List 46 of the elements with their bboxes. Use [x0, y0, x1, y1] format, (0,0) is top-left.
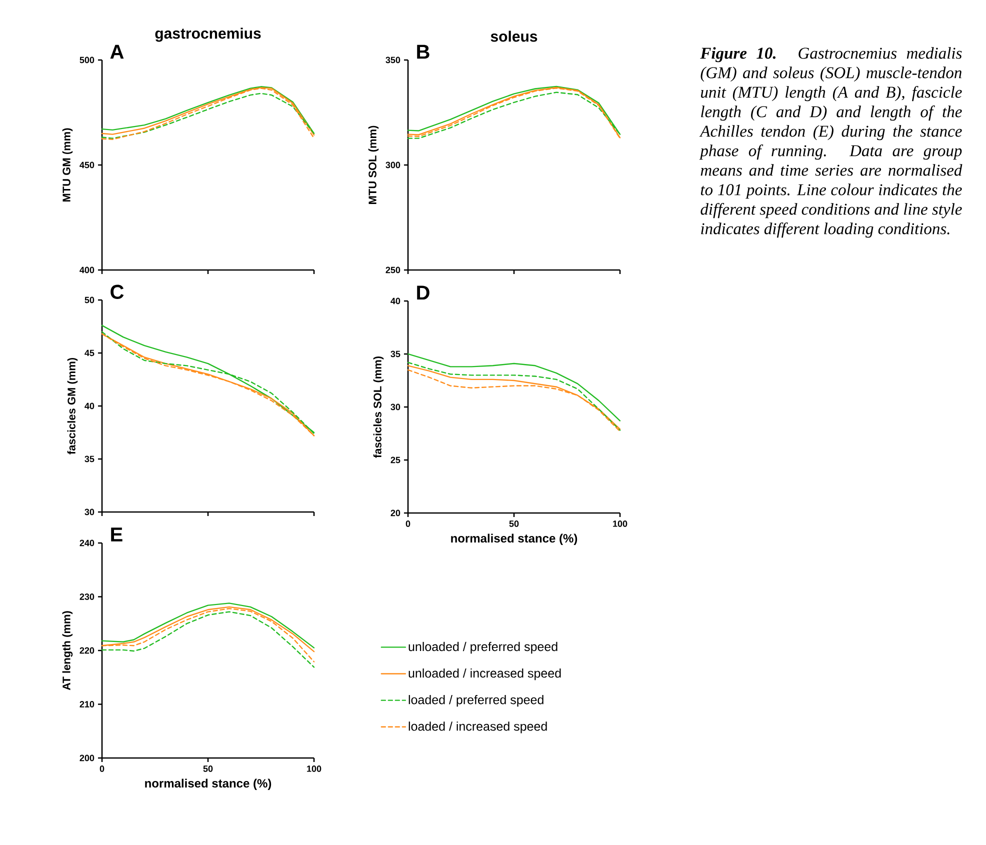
y-axis-title: MTU SOL (mm) — [368, 126, 379, 204]
y-tick-label: 450 — [80, 162, 94, 168]
y-tick-label: 350 — [386, 56, 400, 64]
y-tick-label: 30 — [390, 404, 400, 410]
y-tick-label: 30 — [84, 508, 94, 516]
y-tick-label: 500 — [80, 56, 94, 64]
y-tick-label: 200 — [80, 754, 94, 762]
y-tick-label: 300 — [386, 162, 400, 168]
y-axis-title: fascicles GM (mm) — [67, 358, 78, 454]
chart-subtitle: gastrocnemius — [155, 28, 261, 42]
y-tick-label: 400 — [80, 266, 94, 274]
x-axis-title: normalised stance (%) — [145, 778, 272, 790]
legend-label: unloaded / increased speed — [408, 668, 561, 680]
chart-title: E — [111, 528, 122, 542]
y-tick-label: 210 — [80, 701, 94, 708]
y-tick-label: 50 — [84, 296, 94, 304]
legend-label: unloaded / preferred speed — [408, 642, 558, 654]
x-tick-label: 100 — [307, 766, 322, 772]
y-axis-title: fascicles SOL (mm) — [373, 356, 384, 458]
y-tick-label: 35 — [84, 456, 94, 462]
x-tick-label: 50 — [509, 520, 519, 527]
x-tick-label: 100 — [613, 520, 628, 527]
legend-label: loaded / increased speed — [408, 722, 547, 734]
text: Figure 10. Gastrocnemius medialis (GM) and soleus (SOL) muscle-tendon unit (MTU) length (A and B), fascicle length (C and D) and length of the Achilles tendon (E) during the stance phase of running. Data are group means and time series are normalised to 101 points. Line colour indicates the different speed conditions and line style indicates different loading conditions. — [699, 47, 962, 238]
y-tick-label: 40 — [84, 402, 94, 410]
chart-subtitle: soleus — [490, 30, 538, 42]
x-tick-label: 50 — [203, 766, 213, 772]
chart-title: C — [110, 284, 124, 299]
y-tick-label: 20 — [390, 510, 400, 516]
x-tick-label: 0 — [406, 520, 410, 527]
y-tick-label: 45 — [84, 350, 94, 356]
y-tick-label: 35 — [390, 350, 400, 358]
y-axis-title: MTU GM (mm) — [62, 128, 73, 202]
chart-title: A — [110, 44, 124, 59]
y-axis-title: AT length (mm) — [62, 611, 73, 690]
x-axis-title: normalised stance (%) — [451, 534, 578, 545]
y-tick-label: 240 — [80, 540, 94, 546]
chart-title: B — [417, 44, 430, 59]
y-tick-label: 250 — [386, 266, 400, 274]
legend-label: loaded / preferred speed — [408, 695, 544, 707]
y-tick-label: 25 — [390, 456, 400, 464]
x-tick-label: 0 — [100, 766, 104, 772]
y-tick-label: 230 — [80, 594, 94, 600]
y-tick-label: 40 — [390, 298, 400, 304]
chart-title: D — [417, 286, 430, 300]
y-tick-label: 220 — [80, 647, 94, 654]
